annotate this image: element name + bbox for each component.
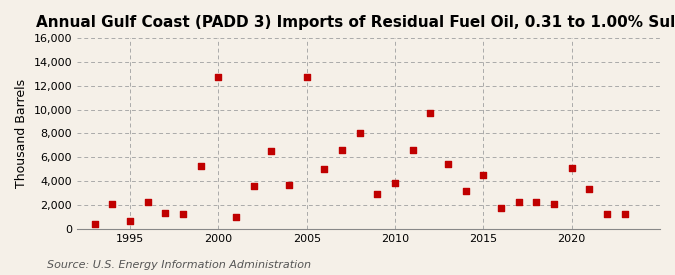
Point <box>319 167 330 171</box>
Point <box>513 200 524 205</box>
Point <box>619 212 630 216</box>
Point <box>248 184 259 188</box>
Point <box>531 200 542 205</box>
Point <box>213 75 224 79</box>
Point <box>389 181 400 186</box>
Point <box>266 149 277 153</box>
Point <box>195 163 206 168</box>
Point <box>231 214 242 219</box>
Point <box>460 188 471 193</box>
Point <box>601 212 612 216</box>
Point <box>584 187 595 192</box>
Point <box>142 200 153 205</box>
Point <box>89 222 100 226</box>
Text: Source: U.S. Energy Information Administration: Source: U.S. Energy Information Administ… <box>47 260 311 270</box>
Point <box>337 148 348 152</box>
Point <box>566 166 577 170</box>
Point <box>284 182 294 187</box>
Y-axis label: Thousand Barrels: Thousand Barrels <box>15 79 28 188</box>
Point <box>425 111 436 115</box>
Title: Annual Gulf Coast (PADD 3) Imports of Residual Fuel Oil, 0.31 to 1.00% Sulfur: Annual Gulf Coast (PADD 3) Imports of Re… <box>36 15 675 30</box>
Point <box>443 162 454 167</box>
Point <box>372 192 383 196</box>
Point <box>301 75 312 79</box>
Point <box>125 219 136 224</box>
Point <box>478 173 489 177</box>
Point <box>178 212 188 216</box>
Point <box>495 206 506 211</box>
Point <box>354 131 365 136</box>
Point <box>160 211 171 215</box>
Point <box>407 148 418 152</box>
Point <box>107 201 117 206</box>
Point <box>549 201 560 206</box>
